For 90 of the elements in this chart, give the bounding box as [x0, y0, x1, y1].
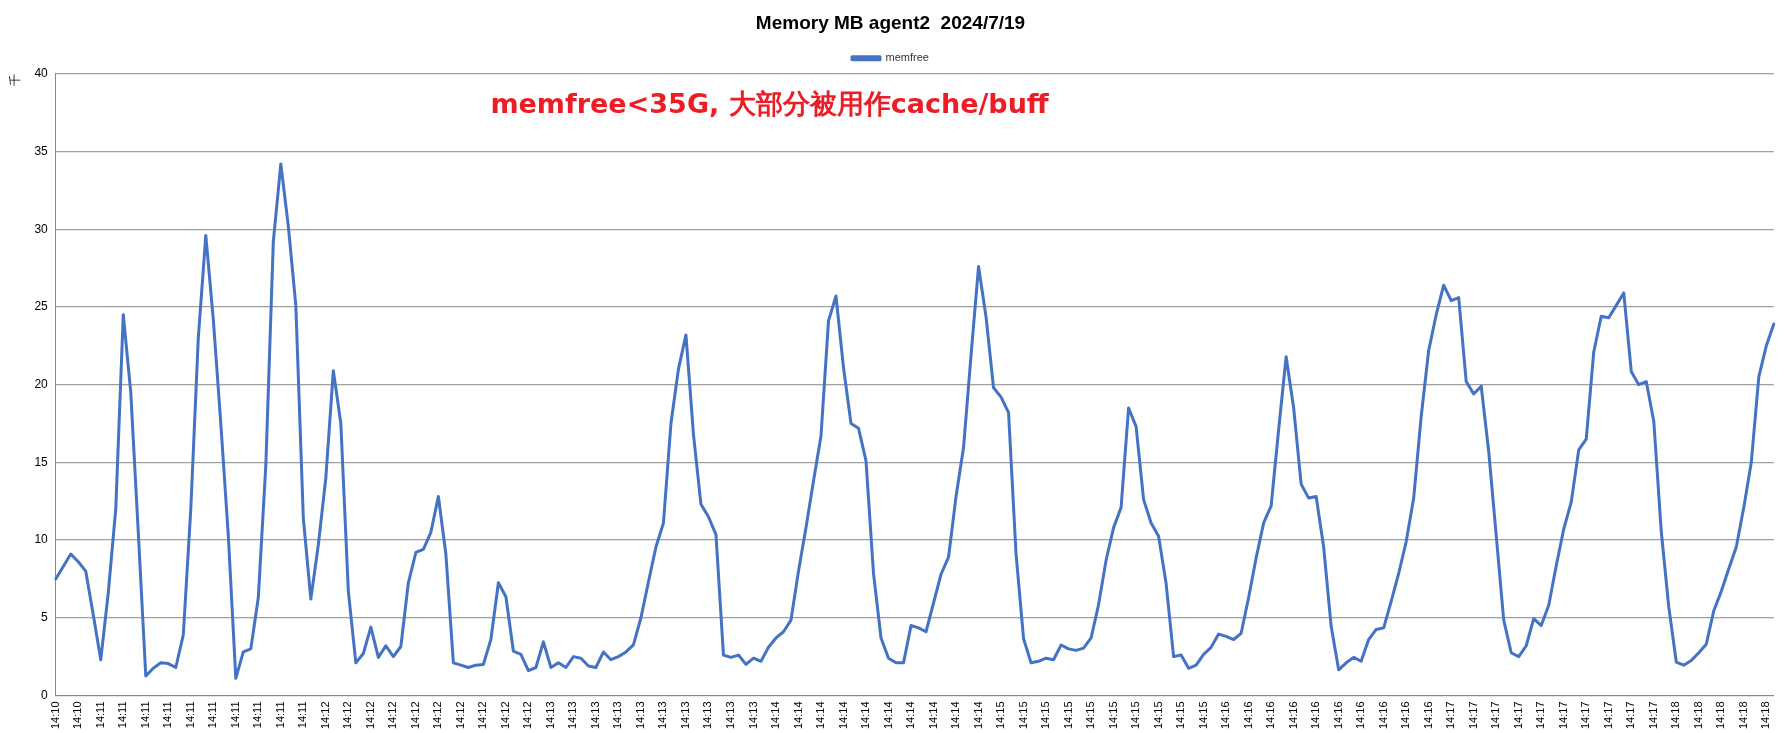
- x-tick-label: 14:11: [116, 701, 129, 729]
- x-tick-label: 14:12: [521, 701, 534, 729]
- x-tick-label: 14:11: [161, 701, 174, 729]
- x-tick-label: 14:15: [1106, 701, 1119, 729]
- x-tick-label: 14:12: [431, 701, 444, 729]
- x-tick-label: 14:16: [1286, 701, 1299, 729]
- x-tick-label: 14:17: [1646, 701, 1659, 729]
- x-tick-label: 14:17: [1624, 701, 1637, 729]
- x-tick-label: 14:13: [746, 701, 759, 729]
- x-tick-label: 14:12: [386, 701, 399, 729]
- y-tick-label: 20: [34, 376, 49, 391]
- x-tick-label: 14:17: [1601, 701, 1614, 729]
- x-tick-label: 14:13: [724, 701, 736, 729]
- x-tick-label: 14:11: [183, 701, 196, 729]
- y-tick-label: 35: [34, 143, 49, 158]
- x-tick-label: 14:10: [48, 701, 61, 729]
- x-tick-label: 14:13: [543, 701, 556, 729]
- x-tick-label: 14:11: [93, 701, 106, 729]
- x-tick-label: 14:16: [1219, 701, 1232, 729]
- x-tick-label: 14:17: [1534, 701, 1547, 729]
- x-tick-label: 14:18: [1691, 701, 1704, 729]
- x-tick-label: 14:12: [498, 701, 511, 729]
- x-tick-label: 14:12: [453, 701, 466, 729]
- x-tick-label: 14:16: [1241, 701, 1254, 729]
- x-tick-label: 14:12: [363, 701, 376, 729]
- x-tick-label: 14:14: [769, 701, 782, 729]
- x-tick-label: 14:16: [1331, 701, 1344, 729]
- y-tick-label: 30: [34, 221, 49, 236]
- x-tick-label: 14:16: [1354, 701, 1367, 729]
- y-tick-label: 5: [41, 610, 49, 625]
- x-tick-label: 14:14: [859, 701, 872, 729]
- x-tick-label: 14:14: [904, 701, 917, 729]
- x-tick-label: 14:13: [588, 701, 601, 729]
- legend-label: memfree: [885, 51, 929, 64]
- chart-title: Memory MB agent2 2024/7/19: [755, 11, 1026, 33]
- x-tick-label: 14:15: [1129, 701, 1142, 729]
- x-tick-label: 14:17: [1489, 701, 1502, 729]
- x-tick-label: 14:11: [138, 701, 151, 729]
- x-tick-label: 14:11: [296, 701, 309, 729]
- y-tick-label: 15: [34, 454, 49, 469]
- x-tick-label: 14:14: [949, 701, 962, 729]
- annotation: memfree<35G, 大部分被用作cache/buff: [490, 87, 1050, 119]
- x-tick-label: 14:17: [1556, 701, 1569, 729]
- x-tick-label: 14:15: [1196, 701, 1209, 729]
- y-axis-title: 千: [7, 73, 22, 86]
- y-tick-label: 10: [34, 532, 49, 547]
- x-tick-label: 14:14: [881, 701, 894, 729]
- x-tick-label: 14:13: [566, 701, 579, 729]
- y-tick-label: 25: [34, 299, 49, 314]
- x-tick-label: 14:17: [1511, 701, 1524, 729]
- x-tick-label: 14:16: [1399, 701, 1412, 729]
- x-tick-label: 14:12: [341, 701, 354, 729]
- x-tick-label: 14:17: [1579, 701, 1592, 729]
- x-tick-label: 14:16: [1309, 701, 1322, 729]
- x-tick-label: 14:15: [1174, 701, 1187, 729]
- x-tick-label: 14:15: [1151, 701, 1164, 729]
- x-tick-label: 14:11: [273, 701, 286, 729]
- x-tick-label: 14:14: [971, 701, 984, 729]
- x-tick-label: 14:15: [994, 701, 1007, 729]
- x-tick-label: 14:12: [476, 701, 489, 729]
- x-tick-label: 14:17: [1444, 701, 1457, 729]
- x-tick-label: 14:18: [1759, 701, 1772, 729]
- x-tick-label: 14:15: [1039, 701, 1052, 729]
- x-tick-label: 14:13: [678, 701, 691, 729]
- x-tick-label: 14:15: [1016, 701, 1029, 729]
- x-tick-label: 14:11: [251, 701, 264, 729]
- y-tick-label: 0: [41, 687, 49, 702]
- x-tick-label: 14:18: [1736, 701, 1749, 729]
- x-tick-label: 14:16: [1376, 701, 1389, 729]
- x-tick-label: 14:13: [633, 701, 646, 729]
- x-tick-label: 14:14: [836, 701, 849, 729]
- x-tick-label: 14:14: [926, 701, 939, 729]
- x-tick-label: 14:12: [318, 701, 331, 729]
- x-tick-label: 14:10: [71, 701, 84, 729]
- x-tick-label: 14:11: [228, 701, 241, 729]
- x-tick-label: 14:14: [814, 701, 827, 729]
- x-tick-label: 14:11: [206, 701, 219, 729]
- x-tick-label: 14:12: [408, 701, 421, 729]
- y-tick-label: 40: [34, 66, 49, 81]
- x-tick-label: 14:13: [656, 701, 669, 729]
- x-tick-label: 14:15: [1084, 701, 1097, 729]
- x-tick-label: 14:14: [791, 701, 804, 729]
- x-tick-label: 14:13: [611, 701, 624, 729]
- x-tick-label: 14:18: [1669, 701, 1682, 729]
- x-tick-label: 14:18: [1714, 701, 1727, 729]
- x-tick-label: 14:15: [1061, 701, 1074, 729]
- x-tick-label: 14:16: [1264, 701, 1277, 729]
- x-tick-label: 14:16: [1421, 701, 1434, 729]
- x-tick-label: 14:13: [701, 701, 714, 729]
- x-tick-label: 14:17: [1466, 701, 1479, 729]
